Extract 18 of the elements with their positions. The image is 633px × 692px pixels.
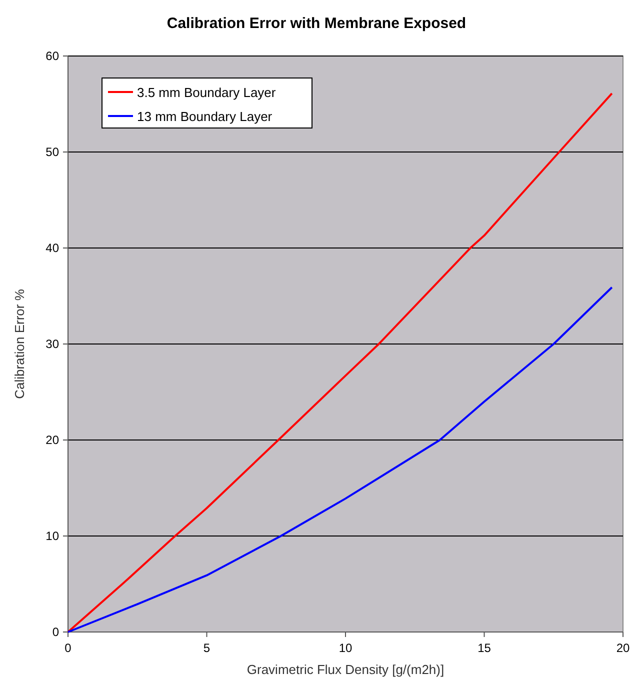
y-axis-title: Calibration Error % xyxy=(12,288,27,399)
line-series xyxy=(67,286,613,633)
x-tick-label: 0 xyxy=(64,641,72,655)
y-tick-label: 50 xyxy=(46,145,60,159)
y-tick-label: 20 xyxy=(46,433,60,447)
legend-label: 13 mm Boundary Layer xyxy=(137,109,273,124)
x-tick-label: 15 xyxy=(478,641,492,655)
x-tick-label: 20 xyxy=(616,641,630,655)
legend-label: 3.5 mm Boundary Layer xyxy=(137,85,276,100)
y-tick-label: 60 xyxy=(46,49,60,63)
x-tick-label: 5 xyxy=(203,641,210,655)
y-tick-label: 30 xyxy=(46,337,60,351)
x-tick-label: 10 xyxy=(338,641,352,655)
x-axis-title: Gravimetric Flux Density [g/(m2h)] xyxy=(246,662,444,677)
y-tick-label: 0 xyxy=(52,625,60,639)
chart-title: Calibration Error with Membrane Exposed xyxy=(166,15,466,32)
y-tick-label: 40 xyxy=(46,241,60,255)
y-tick-label: 10 xyxy=(46,529,60,543)
